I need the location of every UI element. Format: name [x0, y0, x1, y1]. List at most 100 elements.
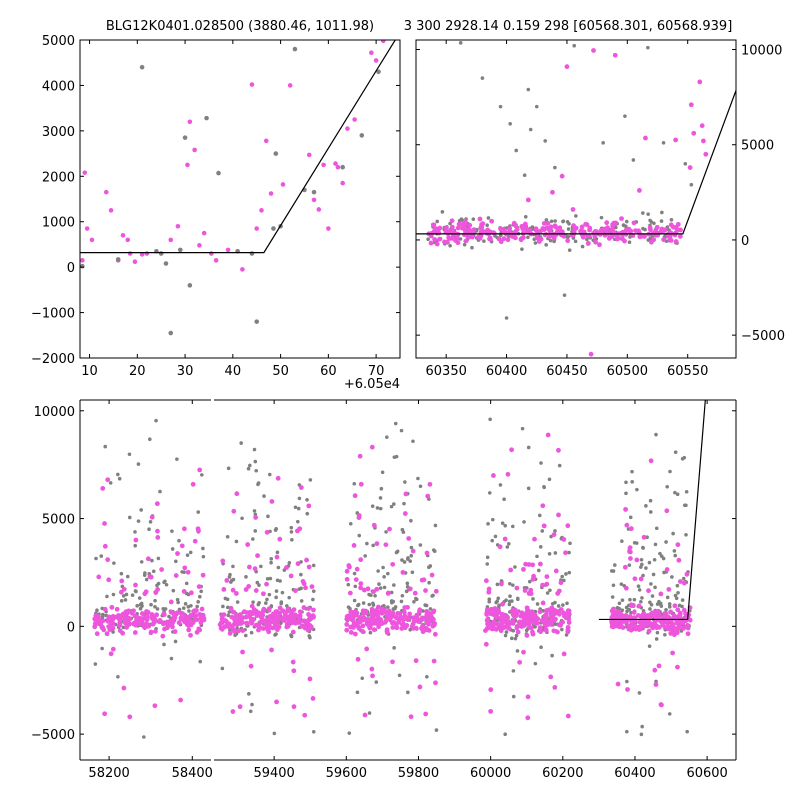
data-point-pink	[321, 162, 326, 168]
y-tick-label-top-left: 5000	[42, 34, 75, 49]
data-point-pink	[402, 605, 408, 610]
data-point-pink	[537, 561, 543, 567]
data-point-gray	[365, 541, 369, 546]
data-point-pink	[193, 613, 199, 618]
data-point-gray	[651, 572, 656, 577]
data-point-pink	[199, 606, 205, 612]
data-point-gray	[348, 521, 353, 526]
data-point-pink	[406, 615, 412, 621]
data-point-gray	[135, 603, 139, 608]
data-point-pink	[654, 224, 660, 230]
data-point-gray	[220, 666, 225, 671]
data-point-pink	[652, 667, 658, 673]
data-point-gray	[150, 558, 154, 563]
data-point-gray	[506, 541, 511, 546]
x-tick-label-bottom: 60600	[686, 766, 727, 781]
data-point-gray	[498, 483, 503, 487]
data-point-gray	[545, 591, 550, 595]
data-point-pink	[390, 625, 396, 630]
data-point-gray	[403, 480, 407, 484]
data-point-gray	[361, 601, 366, 605]
data-point-pink	[311, 197, 317, 203]
data-point-gray	[505, 545, 510, 549]
data-point-gray	[156, 581, 161, 586]
data-point-gray	[490, 538, 495, 543]
data-point-gray	[136, 519, 141, 523]
data-point-pink	[290, 629, 296, 635]
data-point-pink	[484, 607, 490, 613]
data-point-gray	[664, 608, 668, 612]
data-point-gray	[352, 482, 357, 486]
data-point-pink	[625, 687, 630, 692]
data-point-gray	[148, 520, 153, 524]
data-point-pink	[102, 711, 108, 717]
data-point-pink	[564, 64, 570, 70]
data-point-gray	[226, 613, 231, 618]
data-point-pink	[348, 609, 354, 615]
data-point-pink	[95, 613, 101, 619]
data-point-gray	[164, 582, 169, 587]
data-point-pink	[455, 240, 461, 246]
data-point-gray	[665, 484, 669, 489]
data-point-gray	[648, 600, 652, 605]
data-point-pink	[668, 631, 674, 636]
data-point-gray	[235, 600, 240, 604]
data-point-gray	[628, 597, 632, 602]
data-point-gray	[187, 609, 191, 613]
data-point-pink	[652, 612, 658, 618]
data-point-gray	[139, 508, 144, 512]
data-point-pink	[431, 658, 437, 664]
data-point-gray	[171, 588, 176, 593]
data-point-gray	[646, 212, 650, 216]
data-point-pink	[497, 544, 503, 550]
data-point-pink	[408, 714, 414, 720]
data-point-gray	[196, 510, 201, 514]
data-point-pink	[302, 712, 308, 718]
data-point-pink	[149, 514, 155, 520]
data-point-pink	[261, 606, 267, 612]
data-point-pink	[276, 624, 282, 630]
data-point-pink	[358, 557, 364, 563]
data-point-pink	[117, 617, 123, 622]
data-point-pink	[585, 240, 591, 246]
x-tick-label-bottom: 60000	[470, 766, 511, 781]
data-point-pink	[263, 138, 269, 144]
data-point-pink	[537, 228, 543, 234]
data-point-pink	[500, 601, 505, 607]
data-point-pink	[502, 536, 508, 542]
data-point-gray	[627, 607, 632, 612]
data-point-pink	[114, 606, 120, 612]
data-point-gray	[553, 219, 557, 223]
data-point-pink	[217, 622, 223, 628]
data-point-pink	[104, 631, 110, 637]
data-point-gray	[553, 551, 558, 555]
data-point-pink	[449, 224, 455, 230]
data-point-pink	[593, 239, 598, 245]
data-point-pink	[691, 130, 697, 136]
data-point-pink	[425, 493, 431, 499]
data-point-gray	[632, 540, 637, 545]
data-point-pink	[584, 222, 590, 228]
data-point-pink	[310, 696, 316, 701]
data-point-pink	[274, 554, 280, 560]
data-point-gray	[550, 653, 554, 658]
data-point-gray	[299, 586, 303, 591]
data-point-pink	[541, 221, 547, 226]
data-point-gray	[561, 219, 565, 224]
data-point-gray	[136, 462, 141, 466]
data-point-pink	[537, 609, 543, 615]
data-point-pink	[488, 708, 494, 714]
data-point-gray	[147, 437, 152, 442]
data-point-gray	[201, 554, 206, 559]
data-point-pink	[248, 663, 254, 669]
data-point-pink	[226, 621, 232, 627]
data-point-pink	[357, 614, 362, 620]
data-point-pink	[168, 599, 174, 605]
data-point-pink	[264, 581, 269, 587]
data-point-gray	[508, 121, 512, 126]
data-point-gray	[285, 604, 289, 608]
data-point-pink	[155, 587, 160, 592]
data-point-gray	[409, 518, 413, 523]
data-point-gray	[648, 607, 652, 611]
data-point-pink	[489, 218, 495, 224]
